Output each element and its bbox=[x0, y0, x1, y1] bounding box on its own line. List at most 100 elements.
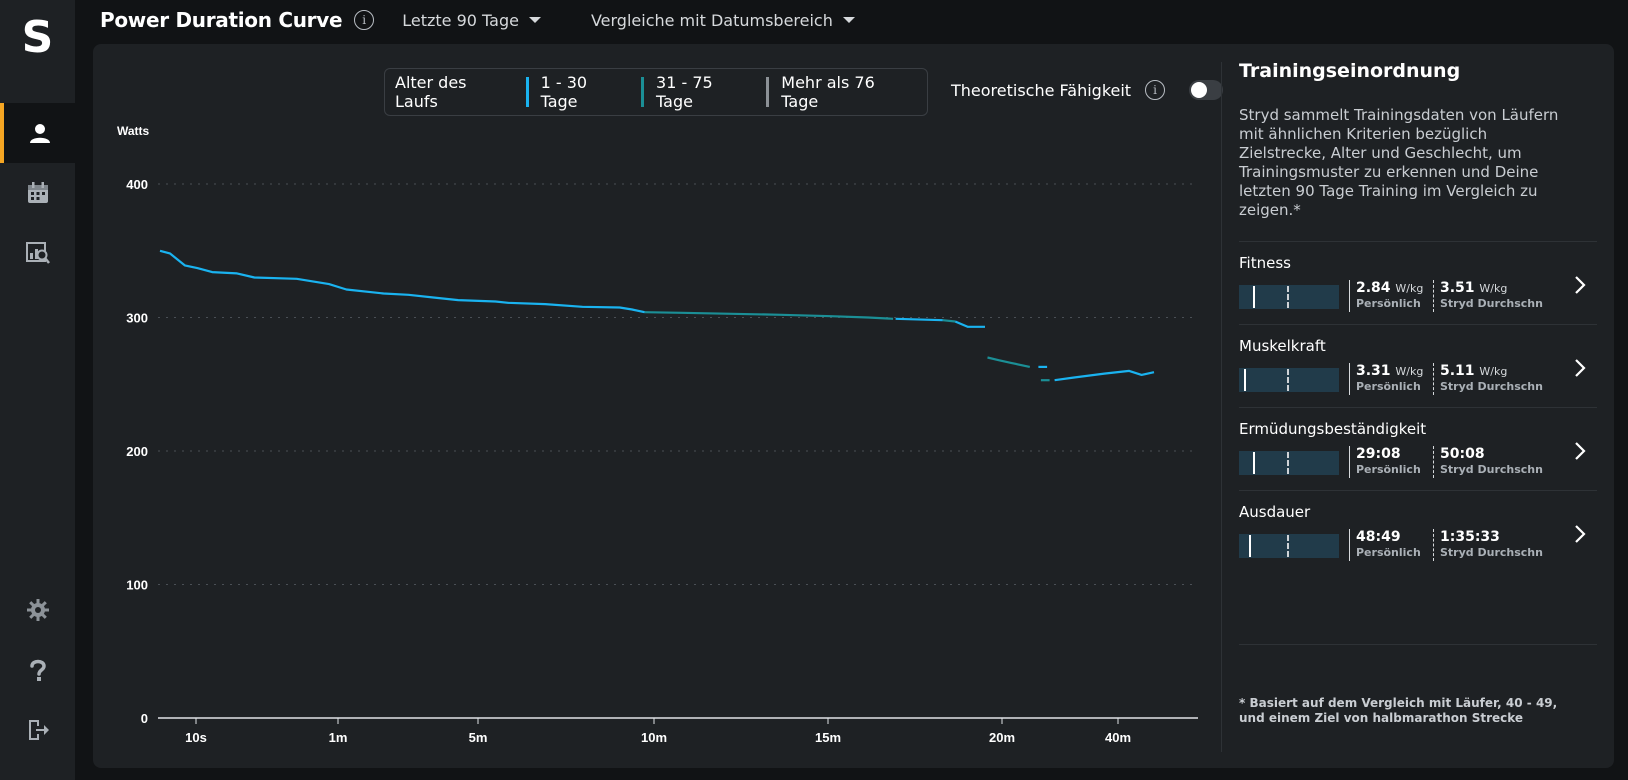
average-unit: W/kg bbox=[1479, 282, 1508, 295]
average-marker bbox=[1287, 535, 1289, 557]
nav-profile[interactable] bbox=[0, 103, 75, 163]
average-value-group: 1:35:33 Stryd Durchschn bbox=[1433, 529, 1543, 561]
y-tick-label: 400 bbox=[126, 177, 148, 192]
legend-item-76-plus[interactable]: Mehr als 76 Tage bbox=[766, 73, 911, 111]
sidebar: S bbox=[0, 0, 75, 780]
personal-marker bbox=[1244, 369, 1246, 391]
chart-series bbox=[159, 249, 1155, 382]
metric-row[interactable]: Fitness 2.84 W/kg Persönlich 3.51 W/kg Stryd… bbox=[1239, 241, 1597, 328]
stryd-logo[interactable]: S bbox=[21, 12, 54, 63]
logout-icon bbox=[28, 720, 49, 740]
nav-calendar[interactable] bbox=[0, 163, 75, 223]
help-icon bbox=[29, 659, 46, 681]
legend-swatch-76-plus bbox=[766, 77, 770, 107]
average-value-group: 5.11 W/kg Stryd Durchschn bbox=[1433, 363, 1543, 395]
average-value: 5.11 bbox=[1440, 363, 1475, 379]
average-label: Stryd Durchschn bbox=[1440, 297, 1543, 310]
legend-label-31-75: 31 - 75 Tage bbox=[656, 73, 713, 111]
run-age-legend: Alter des Laufs 1 - 30 Tage 31 - 75 Tage… bbox=[384, 68, 928, 116]
nav-settings[interactable] bbox=[0, 580, 75, 640]
nav-analysis[interactable] bbox=[0, 223, 75, 283]
main-card: Watts 0 100 200 300 400 10s 1m 5m 10m 15m 20m 40m … bbox=[93, 44, 1614, 768]
x-tick-label: 5m bbox=[469, 730, 488, 745]
series-line bbox=[987, 356, 1031, 368]
average-label: Stryd Durchschn bbox=[1440, 380, 1543, 393]
x-axis-ticks: 10s 1m 5m 10m 15m 20m 40m bbox=[185, 718, 1131, 745]
panel-divider bbox=[1221, 62, 1222, 752]
analysis-icon bbox=[25, 242, 50, 264]
metric-comparison-bar bbox=[1239, 451, 1339, 475]
average-label: Stryd Durchschn bbox=[1440, 463, 1543, 476]
average-label: Stryd Durchschn bbox=[1440, 546, 1543, 559]
chevron-down-icon bbox=[842, 17, 855, 23]
chevron-right-icon[interactable] bbox=[1569, 440, 1591, 462]
legend-title: Alter des Laufs bbox=[395, 73, 467, 111]
metric-name: Muskelkraft bbox=[1239, 337, 1326, 355]
nav-logout[interactable] bbox=[0, 700, 75, 760]
chevron-down-icon bbox=[528, 17, 541, 23]
theoretical-ability: Theoretische Fähigkeit i bbox=[951, 80, 1224, 100]
average-value-group: 50:08 Stryd Durchschn bbox=[1433, 446, 1543, 478]
y-tick-label: 300 bbox=[126, 311, 148, 326]
metric-name: Ausdauer bbox=[1239, 503, 1311, 521]
info-icon[interactable]: i bbox=[354, 10, 375, 30]
personal-label: Persönlich bbox=[1356, 463, 1421, 476]
info-icon[interactable]: i bbox=[1145, 80, 1166, 100]
chevron-right-icon[interactable] bbox=[1569, 357, 1591, 379]
panel-footnote: * Basiert auf dem Vergleich mit Läufer, … bbox=[1239, 696, 1558, 725]
series-line bbox=[1054, 369, 1155, 382]
x-tick-label: 15m bbox=[815, 730, 841, 745]
metric-row[interactable]: Muskelkraft 3.31 W/kg Persönlich 5.11 W/kg S… bbox=[1239, 324, 1597, 411]
metric-divider bbox=[1239, 644, 1597, 645]
nav-help[interactable] bbox=[0, 640, 75, 700]
series-line bbox=[159, 249, 645, 314]
legend-swatch-1-30 bbox=[525, 77, 529, 107]
legend-item-31-75[interactable]: 31 - 75 Tage bbox=[641, 73, 750, 111]
y-axis-label: Watts bbox=[117, 124, 150, 138]
metric-row[interactable]: Ermüdungsbeständigkeit 29:08 Persönlich 50… bbox=[1239, 407, 1597, 494]
series-line bbox=[954, 320, 985, 328]
metric-row[interactable]: Ausdauer 48:49 Persönlich 1:35:33 Stryd Du… bbox=[1239, 490, 1597, 577]
legend-item-1-30[interactable]: 1 - 30 Tage bbox=[525, 73, 625, 111]
personal-value: 3.31 bbox=[1356, 363, 1391, 379]
personal-unit: W/kg bbox=[1395, 282, 1424, 295]
y-axis-ticks: 0 100 200 300 400 bbox=[126, 177, 148, 726]
period-dropdown[interactable]: Letzte 90 Tage bbox=[402, 11, 541, 30]
personal-marker bbox=[1253, 452, 1255, 474]
average-value-group: 3.51 W/kg Stryd Durchschn bbox=[1433, 280, 1543, 312]
metric-comparison-bar bbox=[1239, 534, 1339, 558]
series-line bbox=[895, 317, 943, 322]
average-value: 3.51 bbox=[1440, 280, 1475, 296]
personal-value-group: 3.31 W/kg Persönlich bbox=[1349, 363, 1423, 395]
average-marker bbox=[1287, 369, 1289, 391]
compare-dropdown-label: Vergleiche mit Datumsbereich bbox=[590, 10, 833, 30]
average-value: 1:35:33 bbox=[1440, 529, 1500, 545]
page-header: Power Duration Curve i Letzte 90 Tage Ve… bbox=[100, 0, 855, 40]
personal-value-group: 48:49 Persönlich bbox=[1349, 529, 1421, 561]
calendar-icon bbox=[27, 182, 48, 203]
legend-label-1-30: 1 - 30 Tage bbox=[540, 73, 588, 111]
chart-grid bbox=[158, 183, 1198, 585]
average-marker bbox=[1287, 452, 1289, 474]
y-tick-label: 100 bbox=[126, 578, 148, 593]
y-tick-label: 200 bbox=[126, 444, 148, 459]
metric-name: Ermüdungsbeständigkeit bbox=[1239, 420, 1427, 438]
gear-icon bbox=[26, 599, 49, 621]
personal-label: Persönlich bbox=[1356, 297, 1421, 310]
training-panel-header: Trainingseinordnung Stryd sammelt Traini… bbox=[1239, 60, 1599, 220]
x-tick-label: 20m bbox=[989, 730, 1015, 745]
personal-value: 29:08 bbox=[1356, 446, 1401, 462]
personal-label: Persönlich bbox=[1356, 380, 1421, 393]
chevron-right-icon[interactable] bbox=[1569, 274, 1591, 296]
power-duration-chart: Watts 0 100 200 300 400 10s 1m 5m 10m 15m 20m 40m bbox=[117, 124, 1198, 745]
series-line bbox=[644, 311, 894, 320]
toggle-knob bbox=[1191, 82, 1208, 98]
metric-comparison-bar bbox=[1239, 368, 1339, 392]
compare-dropdown[interactable]: Vergleiche mit Datumsbereich bbox=[591, 11, 855, 30]
x-tick-label: 40m bbox=[1105, 730, 1131, 745]
chevron-right-icon[interactable] bbox=[1569, 523, 1591, 545]
theoretical-toggle[interactable] bbox=[1189, 80, 1224, 100]
series-line bbox=[942, 319, 956, 323]
panel-description: Stryd sammelt Trainingsdaten von Läufern… bbox=[1239, 106, 1559, 219]
y-tick-label: 0 bbox=[141, 711, 148, 726]
